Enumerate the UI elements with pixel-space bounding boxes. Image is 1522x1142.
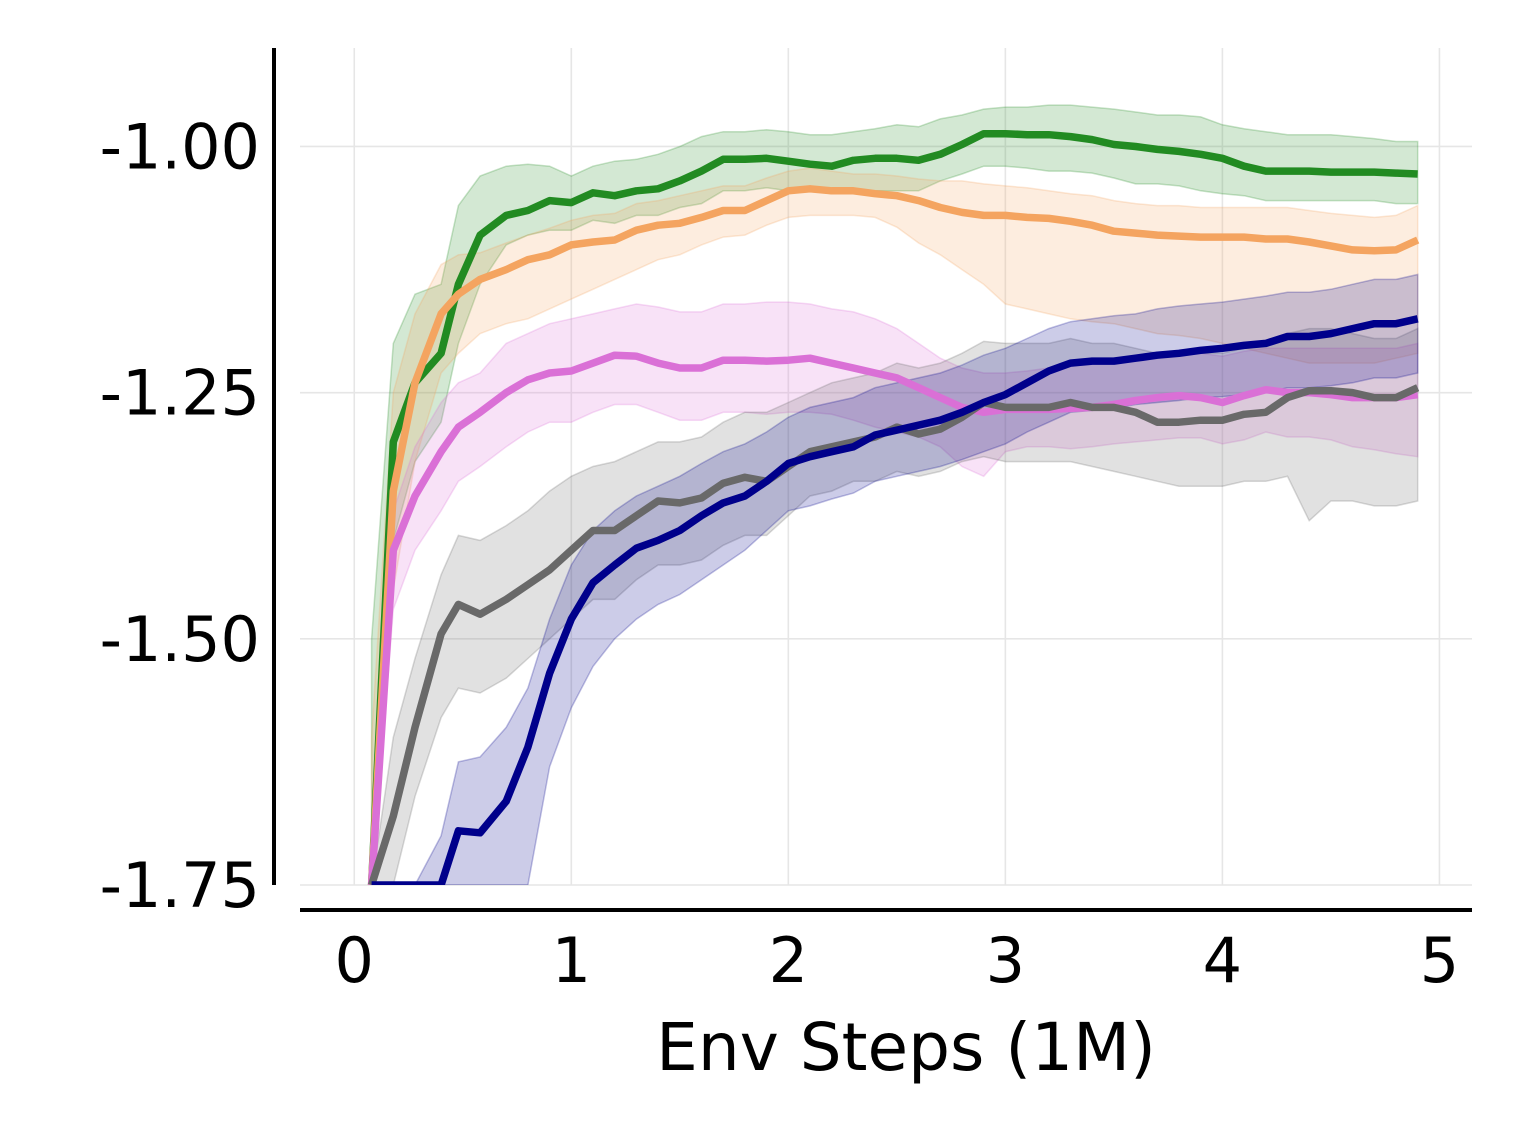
x-tick-label: 4 [1203, 924, 1242, 997]
x-tick-label: 0 [335, 924, 374, 997]
series-line-orange [367, 185, 1420, 885]
x-tick-label: 2 [769, 924, 808, 997]
band-green [370, 104, 1419, 885]
x-tick-label: 1 [552, 924, 591, 997]
axes [272, 48, 1472, 912]
x-tick-label: 5 [1420, 924, 1459, 997]
series-line-green [367, 129, 1418, 885]
band-pink [370, 301, 1419, 885]
x-axis-title: Env Steps (1M) [656, 1009, 1156, 1086]
series-line-pink [367, 351, 1419, 885]
series-lines [367, 129, 1420, 885]
y-tick-label: -1.75 [100, 849, 260, 922]
y-tick-label: -1.00 [100, 110, 260, 183]
x-tick-label: 3 [986, 924, 1025, 997]
y-tick-label: -1.25 [100, 357, 260, 430]
y-tick-label: -1.50 [100, 603, 260, 676]
tick-labels: 0 1 2 3 4 5 -1.75 -1.50 -1.25 -1.00 [100, 110, 1460, 997]
band-gray [370, 327, 1419, 885]
confidence-bands [370, 104, 1419, 885]
series-line-navy [371, 315, 1419, 885]
